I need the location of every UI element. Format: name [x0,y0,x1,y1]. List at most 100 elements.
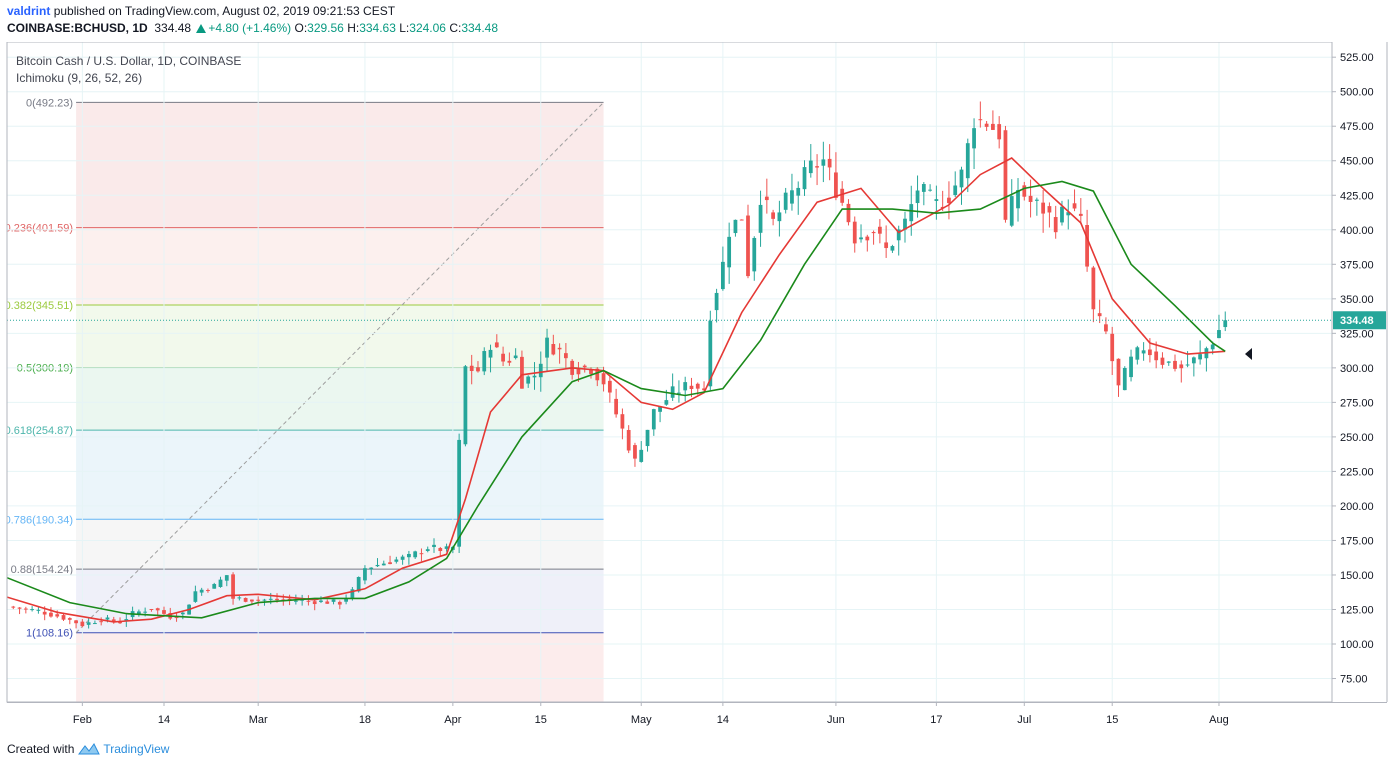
candle [564,343,568,369]
candle [136,609,141,617]
candle [488,344,493,373]
candle-body [928,189,932,191]
candle [457,433,462,553]
y-tick-label: 425.00 [1340,190,1374,202]
candle-body [212,584,217,589]
fib-zone [76,227,604,306]
candle-body [727,236,732,268]
candle [815,154,819,186]
candle [526,375,531,388]
candle [501,346,505,367]
candle [494,334,499,349]
x-tick-label: Mar [249,714,268,726]
candle-body [551,344,556,355]
indicator-label[interactable]: Ichimoku (9, 26, 52, 26) [16,71,143,85]
candle-body [1066,212,1071,216]
candle-body [300,599,305,601]
candle-body [469,365,474,372]
candle-body [80,621,85,627]
candle-body [250,599,254,602]
candle-body [947,197,951,204]
candle [1066,199,1071,230]
candle-body [834,172,838,198]
author-link[interactable]: valdrint [7,4,51,18]
candle-body [1148,349,1152,356]
candle-body [93,623,97,625]
candle [507,352,512,366]
candle [670,373,675,401]
candle [658,406,662,423]
candle [1053,205,1058,239]
candle-body [664,400,669,405]
candle [620,408,625,440]
candle-body [162,610,166,614]
up-triangle-icon [196,24,207,33]
candle-body [23,608,28,610]
candle-body [312,601,317,605]
candle [381,560,386,566]
candle [1097,299,1102,324]
x-tick-label: 15 [1106,714,1118,726]
candle [746,204,750,279]
candle-body [463,366,468,445]
candle [633,442,637,467]
candle [1141,342,1146,361]
y-tick-label: 300.00 [1340,363,1374,375]
y-axis: 75.00 100.00 125.00 150.00 175.00 200.00 225.0… [1332,52,1374,686]
candle [720,246,725,291]
candle-body [733,219,738,234]
candle [400,554,405,565]
candle-body [444,546,449,549]
candle [1166,361,1171,366]
candle-body [457,439,462,547]
fib-level-label: 0.618(254.87) [5,425,74,437]
candle [23,606,28,614]
candle [344,594,348,605]
candle-body [896,229,901,241]
series-title: Bitcoin Cash / U.S. Dollar, 1D, COINBASE [16,54,242,68]
price-chart[interactable]: 0(492.23) 0.236(401.59) 0.382(345.51) 0.5(3… [0,42,1391,736]
candle-body [206,590,210,592]
candle [871,230,876,245]
candle [865,234,870,252]
candle [1173,354,1177,372]
candle-body [1047,206,1052,213]
candle-body [149,609,154,611]
tradingview-link[interactable]: TradingView [103,742,170,756]
publish-text: published on TradingView.com, August 02,… [53,4,396,18]
x-tick-label: 14 [717,714,729,726]
candle-body [959,169,964,188]
candle-body [36,609,41,611]
candle-body [538,363,543,378]
candle-body [155,608,160,611]
candle [877,219,882,244]
candle-body [61,615,66,620]
candle [482,347,487,376]
candle [149,608,154,612]
candle-body [607,380,612,393]
candle [1179,360,1184,383]
y-tick-label: 225.00 [1340,466,1374,478]
candle [1129,349,1133,382]
candle-body [520,356,524,389]
candle-body [1034,199,1039,201]
candle [859,224,863,243]
y-tick-label: 200.00 [1340,501,1374,513]
candle-body [375,564,380,567]
candle-body [526,376,531,384]
candle-body [1135,347,1140,360]
candle [733,219,738,237]
candle [74,619,78,629]
candle [1154,341,1159,369]
conversion-line [7,157,1226,623]
candle [896,225,901,256]
candle-body [846,203,851,223]
candle-body [808,160,813,174]
publish-info: valdrint published on TradingView.com, A… [7,4,395,18]
candle [1072,189,1077,212]
candle [413,550,418,559]
candle-body [752,237,757,272]
candle-body [118,621,122,624]
candle-body [739,219,744,221]
candle [1003,125,1008,223]
